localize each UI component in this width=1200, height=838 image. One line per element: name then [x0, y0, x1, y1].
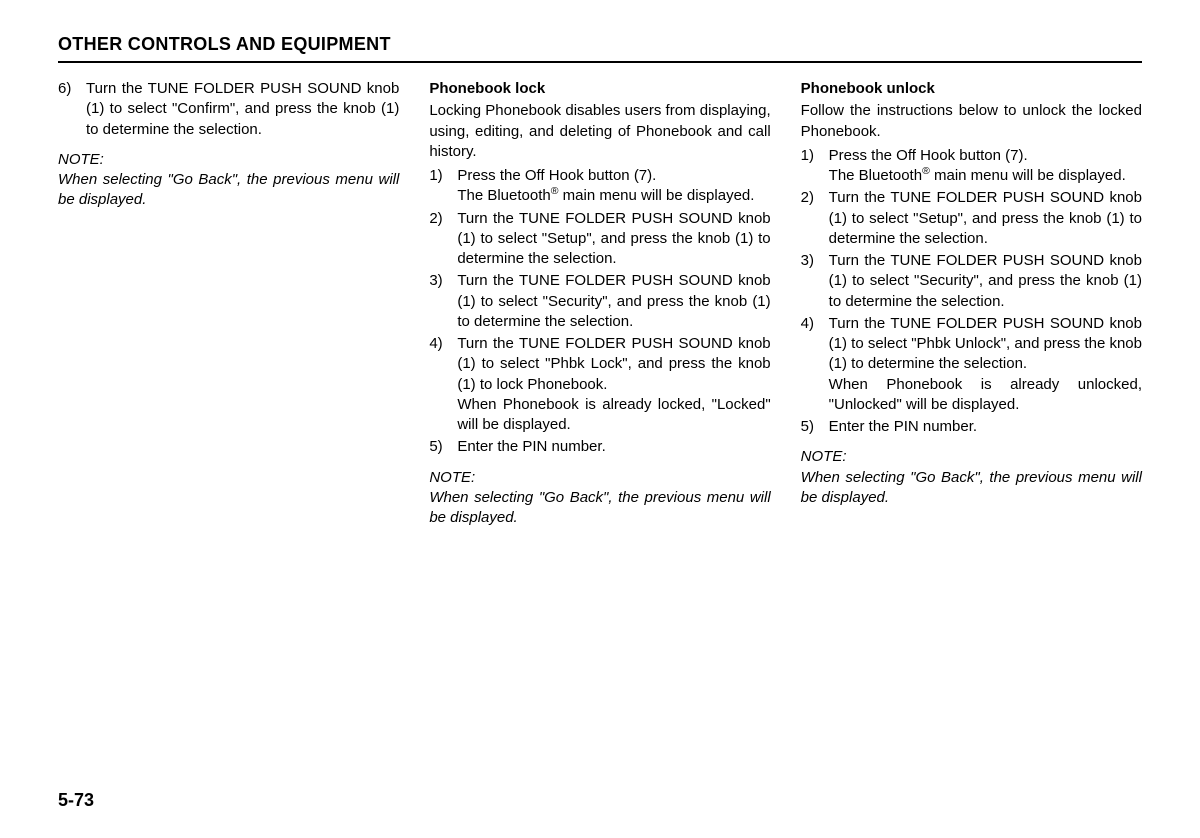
item-continuation: When Phonebook is already unlocked, "Unl… [829, 375, 1142, 416]
note-label: NOTE: [801, 447, 1142, 467]
col1-list: 6) Turn the TUNE FOLDER PUSH SOUND knob … [58, 79, 399, 140]
item-number: 4) [429, 334, 457, 435]
item-text: Turn the TUNE FOLDER PUSH SOUND knob (1)… [457, 209, 770, 270]
list-item: 6) Turn the TUNE FOLDER PUSH SOUND knob … [58, 79, 399, 140]
col3-heading: Phonebook unlock [801, 79, 1142, 99]
item-number: 4) [801, 314, 829, 415]
col2-heading: Phonebook lock [429, 79, 770, 99]
item-text: Enter the PIN number. [829, 417, 1142, 437]
column-1: 6) Turn the TUNE FOLDER PUSH SOUND knob … [58, 79, 399, 528]
item-text: Turn the TUNE FOLDER PUSH SOUND knob (1)… [829, 251, 1142, 312]
content-columns: 6) Turn the TUNE FOLDER PUSH SOUND knob … [58, 79, 1142, 528]
section-header: OTHER CONTROLS AND EQUIPMENT [58, 34, 1142, 63]
column-3: Phonebook unlock Follow the instructions… [801, 79, 1142, 528]
list-item: 3) Turn the TUNE FOLDER PUSH SOUND knob … [801, 251, 1142, 312]
item-number: 1) [429, 166, 457, 207]
list-item: 5) Enter the PIN number. [429, 437, 770, 457]
col2-intro: Locking Phonebook disables users from di… [429, 101, 770, 162]
list-item: 1) Press the Off Hook button (7). The Bl… [429, 166, 770, 207]
item-text: Press the Off Hook button (7). [457, 166, 770, 186]
page-number: 5-73 [58, 790, 94, 811]
item-text: Turn the TUNE FOLDER PUSH SOUND knob (1)… [457, 334, 770, 395]
item-number: 5) [429, 437, 457, 457]
list-item: 3) Turn the TUNE FOLDER PUSH SOUND knob … [429, 271, 770, 332]
registered-icon: ® [922, 165, 930, 177]
item-number: 3) [801, 251, 829, 312]
item-number: 1) [801, 146, 829, 187]
note-label: NOTE: [58, 150, 399, 170]
list-item: 4) Turn the TUNE FOLDER PUSH SOUND knob … [429, 334, 770, 435]
item-number: 2) [801, 188, 829, 249]
item-text: Turn the TUNE FOLDER PUSH SOUND knob (1)… [829, 188, 1142, 249]
list-item: 5) Enter the PIN number. [801, 417, 1142, 437]
item-continuation: The Bluetooth® main menu will be display… [457, 186, 770, 206]
item-text: Turn the TUNE FOLDER PUSH SOUND knob (1)… [457, 271, 770, 332]
note-body: When selecting "Go Back", the previous m… [801, 468, 1142, 509]
list-item: 4) Turn the TUNE FOLDER PUSH SOUND knob … [801, 314, 1142, 415]
list-item: 2) Turn the TUNE FOLDER PUSH SOUND knob … [429, 209, 770, 270]
col2-list: 1) Press the Off Hook button (7). The Bl… [429, 166, 770, 458]
item-number: 6) [58, 79, 86, 140]
item-text: Turn the TUNE FOLDER PUSH SOUND knob (1)… [829, 314, 1142, 375]
list-item: 1) Press the Off Hook button (7). The Bl… [801, 146, 1142, 187]
col3-intro: Follow the instructions below to unlock … [801, 101, 1142, 142]
item-text: Turn the TUNE FOLDER PUSH SOUND knob (1)… [86, 79, 399, 140]
col3-list: 1) Press the Off Hook button (7). The Bl… [801, 146, 1142, 438]
item-continuation: The Bluetooth® main menu will be display… [829, 166, 1142, 186]
list-item: 2) Turn the TUNE FOLDER PUSH SOUND knob … [801, 188, 1142, 249]
item-continuation: When Phonebook is already locked, "Locke… [457, 395, 770, 436]
note-body: When selecting "Go Back", the previous m… [58, 170, 399, 211]
note-label: NOTE: [429, 468, 770, 488]
item-text: Enter the PIN number. [457, 437, 770, 457]
column-2: Phonebook lock Locking Phonebook disable… [429, 79, 770, 528]
item-number: 5) [801, 417, 829, 437]
manual-page: OTHER CONTROLS AND EQUIPMENT 6) Turn the… [0, 0, 1200, 528]
note-body: When selecting "Go Back", the previous m… [429, 488, 770, 529]
item-number: 2) [429, 209, 457, 270]
item-text: Press the Off Hook button (7). [829, 146, 1142, 166]
item-number: 3) [429, 271, 457, 332]
